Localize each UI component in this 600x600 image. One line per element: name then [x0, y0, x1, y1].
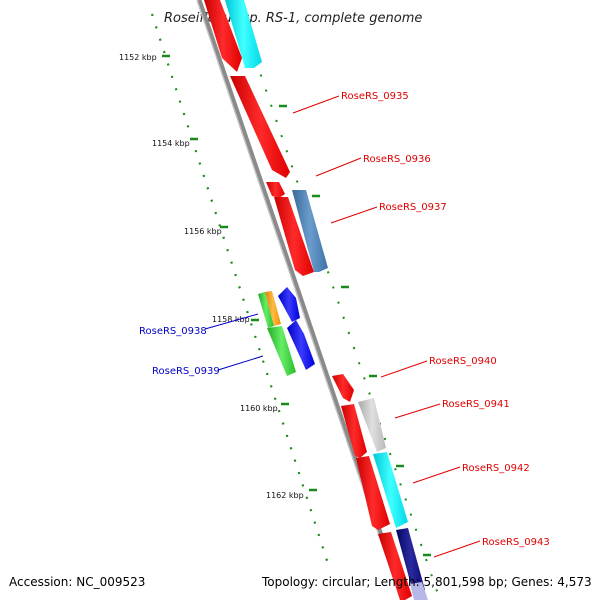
label-RoseRS_0941[interactable]: RoseRS_0941 [442, 399, 510, 410]
label-RoseRS_0943[interactable]: RoseRS_0943 [482, 537, 550, 548]
label-RoseRS_0935[interactable]: RoseRS_0935 [341, 91, 409, 102]
gene-orange [265, 291, 281, 326]
scale-label-1160: 1160 kbp [240, 404, 278, 413]
accession-text: Accession: NC_009523 [9, 575, 145, 589]
gene-cyan-top [225, 0, 262, 68]
gene-RoseRS_0943 [378, 532, 412, 600]
gene-cyan-mid [373, 452, 408, 528]
scale-label-1152: 1152 kbp [119, 53, 157, 62]
gene-RoseRS_0938-green-small [258, 292, 274, 328]
label-RoseRS_0937[interactable]: RoseRS_0937 [379, 202, 447, 213]
label-RoseRS_0940[interactable]: RoseRS_0940 [429, 356, 497, 367]
gene-RoseRS_0942 [356, 456, 390, 530]
gene-RoseRS_0935 [230, 76, 290, 178]
gene-gray [358, 398, 386, 452]
label-RoseRS_0938[interactable]: RoseRS_0938 [139, 326, 207, 337]
gene-RoseRS_0936 [266, 182, 285, 198]
gene-navy [396, 528, 425, 596]
gene-RoseRS_0937 [274, 197, 314, 276]
gene-RoseRS_0941 [341, 404, 367, 458]
gene-steelblue [292, 190, 328, 272]
gene-red-top [204, 0, 242, 72]
gene-RoseRS_0940 [332, 374, 354, 402]
scale-label-1162: 1162 kbp [266, 491, 304, 500]
strand-guide-ticks [279, 104, 431, 557]
gene-RoseRS_0939-green [267, 326, 296, 376]
label-RoseRS_0939[interactable]: RoseRS_0939 [152, 366, 220, 377]
topology-text: Topology: circular; Length: 5,801,598 bp… [261, 575, 592, 589]
scale-label-1154: 1154 kbp [152, 139, 190, 148]
genome-title: Roseiflexus sp. RS-1, complete genome [164, 11, 422, 26]
label-RoseRS_0942[interactable]: RoseRS_0942 [462, 463, 530, 474]
gene-blue-upper [278, 287, 300, 322]
label-leaders [204, 95, 481, 558]
scale-ticks [162, 54, 317, 492]
scale-label-1156: 1156 kbp [184, 227, 222, 236]
label-RoseRS_0936[interactable]: RoseRS_0936 [363, 154, 431, 165]
gene-blue-lower [287, 320, 315, 370]
scale-label-1158: 1158 kbp [212, 315, 250, 324]
gene-lightblue-bottom [410, 582, 428, 600]
